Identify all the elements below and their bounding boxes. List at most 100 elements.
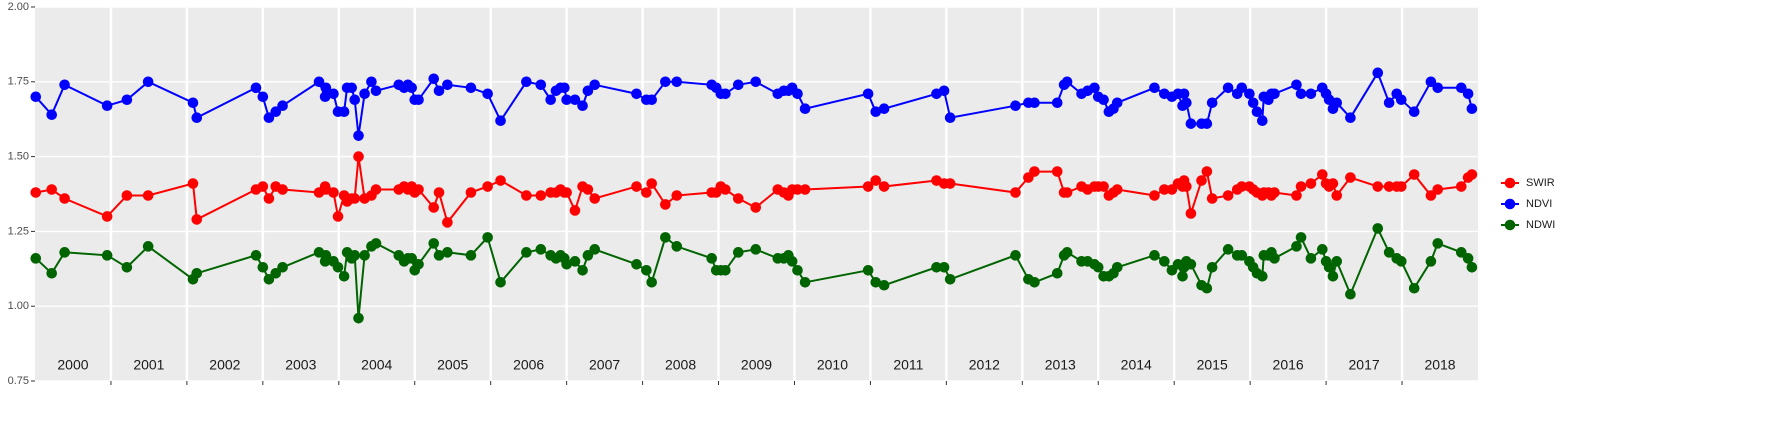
point xyxy=(328,88,339,100)
point xyxy=(569,205,581,216)
point xyxy=(142,190,154,201)
point xyxy=(1395,256,1407,267)
point xyxy=(577,264,588,276)
year-label: 2016 xyxy=(1273,357,1304,373)
point xyxy=(878,181,890,192)
point xyxy=(1029,276,1040,288)
point xyxy=(1206,97,1218,109)
point xyxy=(59,247,70,258)
point xyxy=(277,184,288,195)
point xyxy=(1305,88,1317,100)
point xyxy=(646,178,657,189)
point xyxy=(799,184,811,195)
point xyxy=(1372,223,1384,234)
point xyxy=(792,88,803,100)
legend-label: NDWI xyxy=(1526,219,1555,231)
point xyxy=(1159,256,1170,267)
point xyxy=(1111,262,1123,273)
point xyxy=(1432,184,1444,195)
year-label: 2008 xyxy=(665,357,696,373)
point xyxy=(359,88,370,100)
point xyxy=(187,97,199,109)
point xyxy=(349,250,361,261)
point xyxy=(878,279,890,291)
point xyxy=(1089,82,1100,94)
point xyxy=(1201,166,1213,177)
point xyxy=(1061,187,1073,198)
point xyxy=(191,267,203,279)
point xyxy=(750,244,762,255)
year-label: 2018 xyxy=(1424,357,1455,373)
point xyxy=(59,79,70,91)
point xyxy=(569,94,581,106)
point xyxy=(46,267,58,279)
point xyxy=(720,184,731,195)
point xyxy=(1345,288,1356,300)
point xyxy=(646,94,657,106)
point xyxy=(482,88,493,100)
point xyxy=(1178,88,1190,100)
legend-point xyxy=(1504,219,1516,231)
point xyxy=(1466,262,1478,273)
point xyxy=(1383,97,1395,109)
point xyxy=(1466,103,1478,115)
point xyxy=(1291,241,1302,252)
point xyxy=(1251,106,1263,118)
point xyxy=(561,259,572,270)
point xyxy=(750,202,762,213)
point xyxy=(442,217,453,228)
point xyxy=(332,211,344,222)
point xyxy=(1185,259,1197,270)
point xyxy=(277,262,288,273)
point xyxy=(406,253,417,264)
point xyxy=(1383,181,1395,192)
point xyxy=(944,112,956,124)
point xyxy=(406,82,417,94)
point xyxy=(263,112,275,124)
point xyxy=(1181,97,1192,109)
point xyxy=(1455,247,1467,258)
year-label: 2010 xyxy=(817,357,848,373)
point xyxy=(1010,187,1021,198)
point xyxy=(1425,76,1437,88)
point xyxy=(878,103,890,115)
point xyxy=(660,199,671,210)
point xyxy=(660,232,671,243)
point xyxy=(1291,79,1302,91)
point xyxy=(413,259,424,270)
point xyxy=(862,181,874,192)
year-label: 2013 xyxy=(1045,357,1076,373)
point xyxy=(792,264,803,276)
point xyxy=(46,184,58,195)
year-label: 2001 xyxy=(133,357,164,373)
year-label: 2000 xyxy=(57,357,88,373)
point xyxy=(30,91,42,103)
point xyxy=(370,85,382,97)
point xyxy=(1206,193,1218,204)
point xyxy=(263,273,275,285)
point xyxy=(482,232,493,243)
year-label: 2017 xyxy=(1349,357,1380,373)
point xyxy=(142,241,154,252)
point xyxy=(1408,169,1420,180)
point xyxy=(931,262,942,273)
point xyxy=(433,250,445,261)
point xyxy=(561,187,572,198)
point xyxy=(328,187,339,198)
point xyxy=(121,262,133,273)
point xyxy=(545,94,556,106)
point xyxy=(944,273,956,285)
point xyxy=(1159,184,1170,195)
point xyxy=(559,82,570,94)
point xyxy=(1327,270,1339,282)
year-label: 2011 xyxy=(893,357,923,373)
year-label: 2005 xyxy=(437,357,468,373)
point xyxy=(1295,88,1307,100)
point xyxy=(870,175,882,186)
point xyxy=(1455,181,1467,192)
point xyxy=(1010,100,1021,112)
point xyxy=(750,76,762,88)
point xyxy=(349,193,361,204)
point xyxy=(792,184,803,195)
point xyxy=(660,76,671,88)
